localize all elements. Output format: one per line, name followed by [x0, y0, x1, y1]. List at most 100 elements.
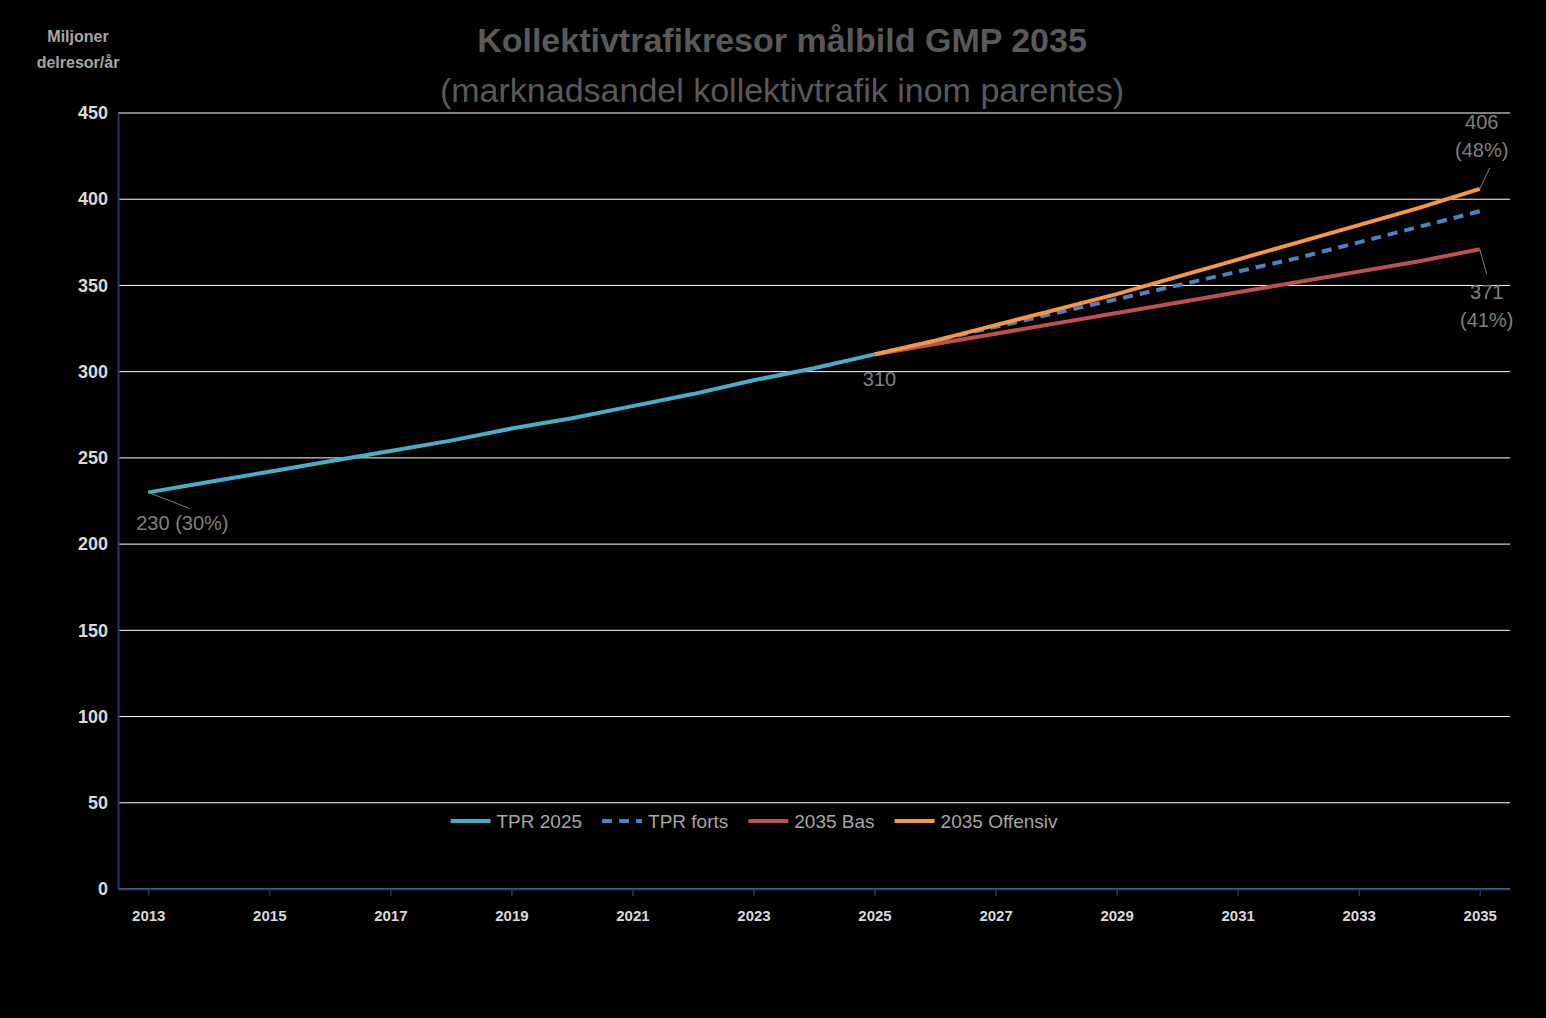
legend-item: 2035 Bas [748, 811, 874, 832]
y-tick-label: 300 [78, 362, 108, 382]
y-tick-label: 350 [78, 276, 108, 296]
x-tick-label: 2025 [858, 907, 891, 924]
x-tick-mark [511, 889, 513, 896]
x-tick-label: 2017 [374, 907, 407, 924]
x-tick: 2023 [737, 889, 770, 924]
background [0, 0, 1546, 1018]
x-tick: 2035 [1464, 889, 1497, 924]
y-axis-title: Miljoner delresor/år [37, 28, 120, 71]
grid-line [118, 889, 1510, 890]
title: Kollektivtrafikresor målbild GMP 2035 [477, 21, 1087, 59]
x-tick: 2021 [616, 889, 649, 924]
series-line [148, 354, 874, 492]
legend-item: TPR 2025 [451, 811, 583, 832]
legend-label: TPR forts [648, 811, 728, 832]
legend-label: 2035 Offensiv [941, 811, 1058, 832]
y-tick: 350 [78, 276, 118, 296]
x-tick: 2015 [253, 889, 286, 924]
x-tick-label: 2021 [616, 907, 649, 924]
x-tick: 2029 [1100, 889, 1133, 924]
annotations: 230 (30%) 310 406(48%) 371 (41%) [136, 111, 1513, 535]
y-axis-title-line: Miljoner [47, 28, 108, 45]
x-tick-label: 2027 [979, 907, 1012, 924]
x-tick-mark [148, 889, 150, 896]
x-tick-label: 2023 [737, 907, 770, 924]
annotation-line: 406 [1465, 111, 1498, 133]
legend-label: 2035 Bas [794, 811, 874, 832]
y-axis-line [118, 114, 120, 890]
y-tick-label: 450 [78, 103, 108, 123]
y-tick: 300 [78, 362, 118, 382]
x-tick-mark [632, 889, 634, 896]
grid-line [118, 630, 1510, 631]
grid-line [118, 457, 1510, 458]
y-tick: 150 [78, 621, 118, 641]
x-tick-mark [1237, 889, 1239, 896]
series-group [148, 189, 1479, 493]
y-tick: 50 [88, 793, 118, 813]
x-tick-label: 2035 [1464, 907, 1497, 924]
x-tick-label: 2029 [1100, 907, 1133, 924]
legend-swatch [451, 819, 491, 823]
annotation: 406(48%) [1455, 111, 1508, 161]
annotation-leader [1480, 249, 1487, 274]
x-tick-label: 2033 [1343, 907, 1376, 924]
x-tick: 2017 [374, 889, 407, 924]
y-tick-label: 100 [78, 707, 108, 727]
y-tick: 0 [98, 879, 118, 899]
grid-line [118, 716, 1510, 717]
grid-line [118, 371, 1510, 372]
x-tick: 2025 [858, 889, 891, 924]
x-axis: 2013 2015 2017 2019 2021 2023 2025 2027 2029 2031… [119, 889, 1511, 924]
series-line [875, 189, 1480, 355]
y-tick: 200 [78, 534, 118, 554]
annotation: 230 (30%) [136, 512, 228, 534]
y-tick: 400 [78, 189, 118, 209]
x-tick: 2013 [132, 889, 165, 924]
x-tick-mark [874, 889, 876, 896]
y-tick-label: 150 [78, 621, 108, 641]
y-axis-title-line: delresor/år [37, 54, 120, 71]
subtitle: (marknadsandel kollektivtrafik inom pare… [440, 71, 1124, 109]
annotation: 371 (41%) [1460, 281, 1513, 331]
chart: Kollektivtrafikresor målbild GMP 2035 (ma… [0, 0, 1546, 1018]
legend-swatch [602, 819, 642, 823]
y-tick: 450 [78, 103, 118, 123]
x-tick-label: 2019 [495, 907, 528, 924]
x-tick-mark [995, 889, 997, 896]
annotation-line: 371 [1470, 281, 1503, 303]
annotation-leader [148, 492, 189, 508]
annotation-line: (41%) [1460, 309, 1513, 331]
x-tick-label: 2013 [132, 907, 165, 924]
x-tick-mark [1479, 889, 1481, 896]
annotation-leader [1480, 168, 1490, 189]
x-tick-mark [390, 889, 392, 896]
x-tick-label: 2031 [1221, 907, 1254, 924]
grid-line [118, 285, 1510, 286]
y-tick: 250 [78, 448, 118, 468]
legend-swatch [748, 819, 788, 823]
y-tick-label: 250 [78, 448, 108, 468]
x-tick-mark [753, 889, 755, 896]
grid-line [118, 802, 1510, 803]
x-tick-mark [269, 889, 271, 896]
annotation-line: 230 (30%) [136, 512, 228, 534]
legend-label: TPR 2025 [497, 811, 583, 832]
x-tick-mark [1116, 889, 1118, 896]
grid [118, 113, 1510, 889]
x-tick-label: 2015 [253, 907, 286, 924]
legend-swatch [895, 819, 935, 823]
annotation: 310 [863, 368, 896, 390]
y-tick-label: 50 [88, 793, 108, 813]
grid-line [118, 199, 1510, 200]
x-tick: 2019 [495, 889, 528, 924]
x-tick-mark [1358, 889, 1360, 896]
legend-item: TPR forts [602, 811, 728, 832]
grid-line [118, 113, 1510, 114]
y-tick: 100 [78, 707, 118, 727]
y-tick-label: 0 [98, 879, 108, 899]
x-tick: 2027 [979, 889, 1012, 924]
legend-item: 2035 Offensiv [895, 811, 1058, 832]
grid-line [118, 544, 1510, 545]
x-tick: 2031 [1221, 889, 1254, 924]
